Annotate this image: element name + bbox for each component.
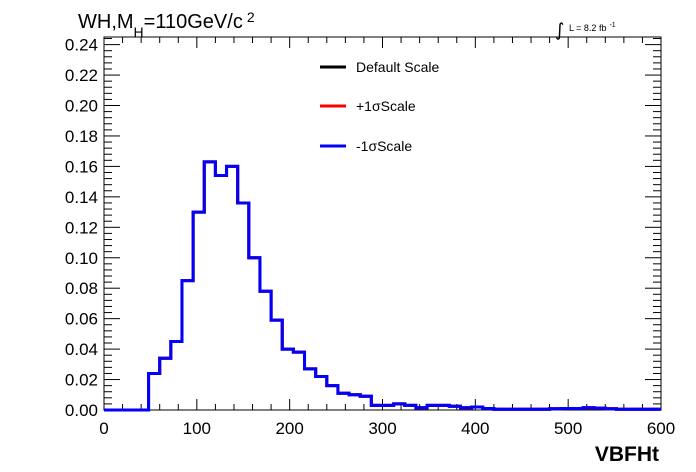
x-tick-label: 600 — [647, 419, 675, 438]
lumi-superscript: -1 — [609, 22, 615, 29]
lumi-integral-symbol: ∫ — [555, 20, 564, 41]
y-tick-label: 0.00 — [65, 401, 98, 420]
y-tick-label: 0.08 — [65, 279, 98, 298]
series-2-histogram — [104, 160, 661, 412]
series-group — [104, 160, 661, 412]
y-tick-label: 0.14 — [65, 188, 98, 207]
y-tick-label: 0.22 — [65, 66, 98, 85]
y-tick-label: 0.06 — [65, 310, 98, 329]
title-main: WH,M — [78, 11, 134, 33]
y-tick-label: 0.12 — [65, 218, 98, 237]
axis-tick-labels: 0 100 200 300 400 500 600 0.00 0.02 0.04 0.06 0.08 0… — [65, 36, 675, 438]
y-tick-label: 0.04 — [65, 340, 98, 359]
x-tick-label: 0 — [99, 419, 108, 438]
title-rest: =110GeV/c — [144, 11, 243, 33]
x-axis-label: VBFHt — [595, 443, 659, 466]
series-3-histogram — [104, 160, 661, 412]
x-tick-label: 300 — [368, 419, 396, 438]
y-tick-label: 0.16 — [65, 157, 98, 176]
x-tick-label: 500 — [554, 419, 582, 438]
lumi-text: L = 8.2 fb — [569, 23, 606, 33]
x-tick-label: 400 — [461, 419, 489, 438]
legend: Default Scale +1σScale -1σScale — [320, 59, 439, 154]
y-tick-label: 0.20 — [65, 97, 98, 116]
plot-frame — [103, 36, 662, 411]
title-subscript: H — [134, 24, 144, 40]
y-tick-label: 0.24 — [65, 36, 98, 55]
x-tick-label: 100 — [183, 419, 211, 438]
legend-label-plus1sigma: +1σScale — [356, 98, 416, 114]
x-tick-label: 200 — [275, 419, 303, 438]
y-tick-label: 0.10 — [65, 249, 98, 268]
series-1-histogram — [104, 160, 661, 412]
lumi-label: L = 8.2 fb -1 — [569, 22, 616, 33]
title-superscript: 2 — [247, 9, 255, 25]
legend-label-minus1sigma: -1σScale — [356, 138, 412, 154]
legend-label-default: Default Scale — [356, 59, 439, 75]
axis-ticks — [103, 37, 662, 411]
chart-title: WH,MH=110GeV/c 2 — [78, 9, 255, 40]
y-tick-label: 0.02 — [65, 371, 98, 390]
y-tick-label: 0.18 — [65, 127, 98, 146]
